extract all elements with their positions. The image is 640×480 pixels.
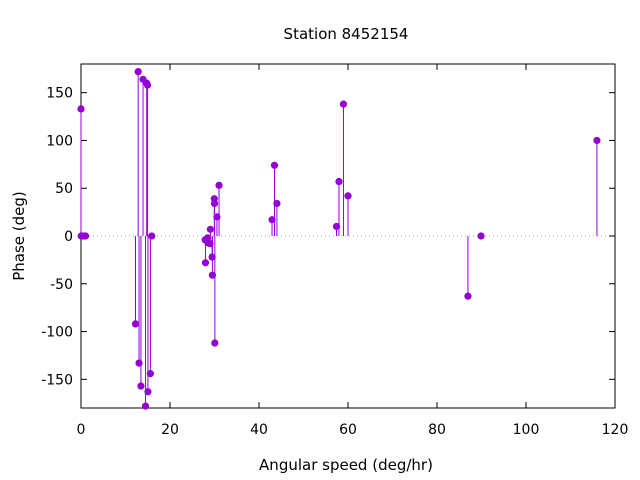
x-tick-label: 120 <box>602 422 629 438</box>
data-point <box>137 382 145 390</box>
data-point <box>135 359 143 367</box>
data-point <box>339 100 348 108</box>
data-point <box>332 222 341 231</box>
y-axis-title: Phase (deg) <box>10 191 28 281</box>
data-point <box>344 192 352 200</box>
data-point <box>215 181 223 189</box>
y-axis: -150 -100 -50 0 50 100 150 <box>41 86 615 388</box>
y-tick-label: -50 <box>50 277 73 293</box>
data-point <box>143 81 152 89</box>
data-point <box>270 161 279 169</box>
x-tick-label: 100 <box>513 422 540 438</box>
data-point <box>477 232 485 240</box>
data-point <box>208 271 217 279</box>
data-point <box>211 339 219 347</box>
x-tick-label: 60 <box>339 422 357 438</box>
data-point <box>77 105 85 113</box>
chart-title: Station 8452154 <box>284 25 409 43</box>
x-tick-label: 0 <box>77 422 86 438</box>
data-point <box>141 402 150 410</box>
y-tick-label: -150 <box>41 372 73 388</box>
data-point <box>148 232 156 240</box>
data-point <box>335 177 343 186</box>
data-point <box>464 292 472 300</box>
data-marks <box>77 68 601 410</box>
x-tick-label: 80 <box>428 422 446 438</box>
data-point <box>210 199 219 208</box>
data-point <box>146 370 154 378</box>
data-point <box>268 216 276 224</box>
y-tick-label: 50 <box>55 181 73 197</box>
data-point <box>131 320 140 328</box>
x-axis: 0 20 40 60 80 100 120 <box>77 64 629 438</box>
y-tick-label: 100 <box>46 133 73 149</box>
data-point <box>206 225 215 233</box>
data-point <box>273 199 281 208</box>
y-tick-label: 150 <box>46 86 73 102</box>
y-tick-label: 0 <box>64 229 73 245</box>
x-tick-label: 20 <box>161 422 179 438</box>
data-point <box>134 68 142 76</box>
data-point <box>201 259 210 267</box>
data-point <box>81 232 90 240</box>
data-point <box>593 136 601 145</box>
x-tick-label: 40 <box>250 422 268 438</box>
data-point <box>144 388 152 396</box>
y-tick-label: -100 <box>41 325 73 341</box>
x-axis-title: Angular speed (deg/hr) <box>259 456 433 474</box>
